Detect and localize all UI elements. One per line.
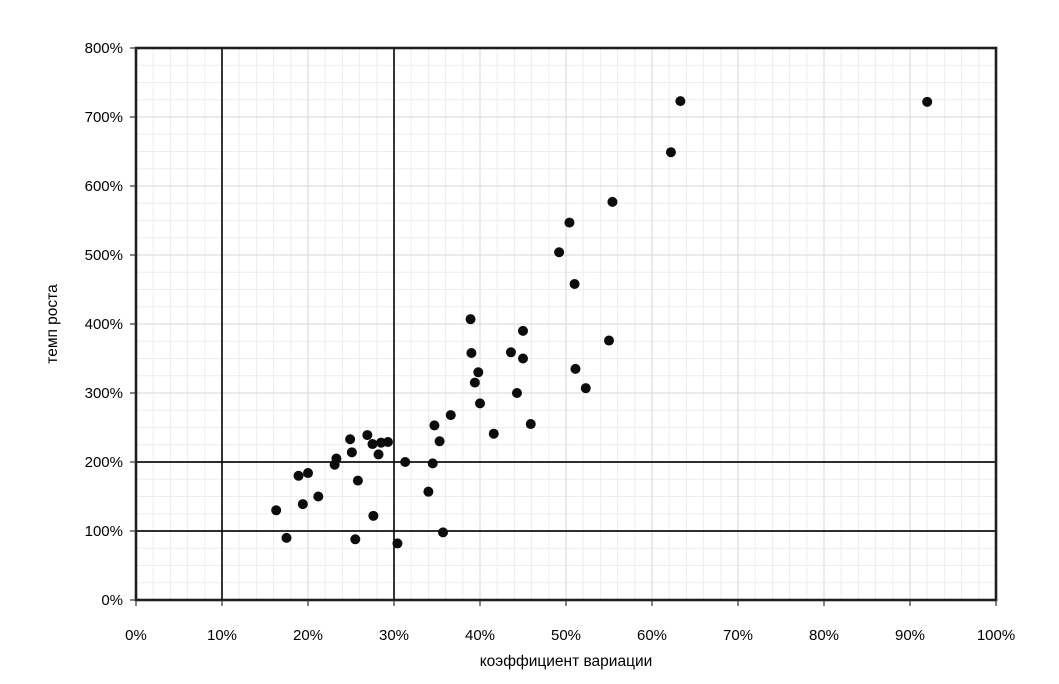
data-point [367,439,378,450]
data-point [434,436,445,447]
data-point [345,434,356,445]
x-axis-title: коэффициент вариации [480,653,653,670]
data-point [382,436,393,447]
x-tick-label: 80% [809,627,839,644]
data-point [303,468,313,479]
data-point [346,447,357,458]
data-point [373,449,384,460]
data-point [362,430,373,441]
data-point [438,527,449,538]
x-tick-label: 30% [379,627,409,644]
y-tick-label: 800% [85,40,123,57]
y-tick-label: 300% [85,385,123,402]
data-point [469,377,480,388]
y-tick-label: 100% [85,523,123,540]
data-point [665,147,676,158]
data-point [511,388,522,398]
data-point [569,278,580,289]
data-point [564,217,575,228]
data-point [293,470,304,481]
data-point [313,491,324,502]
x-tick-label: 100% [977,627,1015,644]
data-point [473,367,484,378]
data-point [554,247,565,258]
x-tick-label: 60% [637,627,667,644]
y-axis-tick-labels: 0% 100% 200% 300% 400% 500% 600% 700% 800% [85,40,123,609]
y-tick-label: 700% [85,109,123,126]
data-point [331,453,342,464]
x-tick-label: 40% [465,627,495,644]
x-tick-label: 50% [551,627,581,644]
data-point [465,314,476,325]
data-point [392,538,403,549]
y-tick-label: 0% [101,592,123,609]
x-axis-tick-labels: 0% 10% 20% 30% 40% 50% 60% 70% 80% 90% 100% [125,627,1015,644]
x-tick-label: 10% [207,627,237,644]
data-point [352,475,363,486]
quadrant-reference-lines [136,48,996,600]
grid-major-lines [135,47,997,601]
data-point [675,96,686,107]
y-axis-title: темп роста [44,284,61,364]
x-tick-label: 20% [293,627,323,644]
x-tick-label: 90% [895,627,925,644]
data-point [518,325,528,336]
axis-tick-marks [130,47,997,606]
data-point [922,96,933,107]
data-point [400,457,411,467]
data-points [271,96,933,549]
data-point [518,353,528,364]
data-point [368,510,379,521]
data-point [281,532,292,543]
data-point [570,363,581,374]
data-point [466,347,477,358]
x-tick-label: 70% [723,627,753,644]
y-tick-label: 200% [85,454,123,471]
data-point [271,505,282,516]
data-point [297,499,308,510]
y-tick-label: 400% [85,316,123,333]
data-point [475,398,485,409]
data-point [580,383,591,394]
data-point [604,335,614,346]
data-point [488,428,499,439]
x-tick-label: 0% [125,627,147,644]
data-point [350,534,361,545]
data-point [525,419,536,430]
data-point [505,347,516,358]
data-point [445,410,456,421]
y-tick-label: 600% [85,178,123,195]
data-point [427,458,438,469]
y-tick-label: 500% [85,247,123,264]
data-point [423,486,434,497]
data-point [607,196,618,207]
data-point [429,420,440,431]
